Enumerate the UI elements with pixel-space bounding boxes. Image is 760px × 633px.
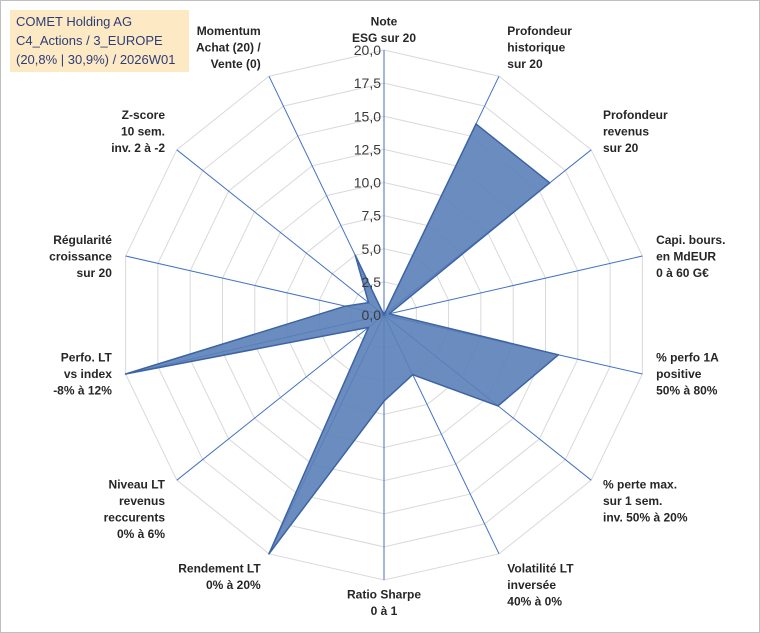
data-point-6 [411, 373, 414, 376]
axis-spoke-3 [383, 255, 643, 316]
axis-label-1-line-0: Profondeur [507, 24, 572, 38]
axis-label-8-line-1: 0% à 20% [206, 578, 261, 592]
chart-title-line-1: COMET Holding AG [16, 14, 133, 29]
data-point-3 [388, 313, 391, 315]
axis-label-9-line-3: 0% à 6% [117, 527, 165, 541]
data-point-2 [548, 182, 551, 184]
data-point-9 [367, 326, 370, 329]
tick-label-2: 5,0 [362, 241, 382, 257]
axis-label-12-line-0: Z-score [122, 108, 166, 122]
axis-label-11-line-1: croissance [49, 249, 112, 263]
axis-label-8-line-0: Rendement LT [178, 561, 261, 575]
axis-label-12: Z-score 10 sem. inv. 2 à -2 [111, 108, 165, 155]
axis-label-3-line-1: en MdEUR [656, 249, 716, 263]
data-point-4 [557, 354, 560, 356]
data-point-10 [124, 373, 127, 375]
axis-label-3-line-0: Capi. bours. [656, 233, 725, 247]
axis-label-4-line-1: positive [656, 367, 702, 381]
data-point-1 [475, 123, 477, 125]
data-point-13 [354, 254, 357, 257]
axis-label-10-line-1: vs index [64, 367, 112, 381]
axis-label-7: Ratio Sharpe 0 à 1 [347, 588, 421, 619]
chart-title-box: COMET Holding AG C4_Actions / 3_EUROPE (… [10, 10, 189, 72]
axis-label-6-line-0: Volatilité LT [507, 561, 574, 575]
axis-label-8: Rendement LT 0% à 20% [178, 561, 261, 592]
tick-label-7: 17,5 [354, 75, 381, 91]
axis-label-9: Niveau LT revenus reccurents 0% à 6% [104, 478, 166, 542]
tick-label-8: 20,0 [354, 42, 381, 58]
chart-title-line-2: C4_Actions / 3_EUROPE [16, 33, 163, 48]
axis-label-7-line-1: 0 à 1 [371, 604, 398, 618]
axis-label-5-line-0: % perte max. [603, 478, 677, 492]
chart-title-line-3: (20,8% | 30,9%) / 2026W01 [16, 52, 176, 67]
tick-label-6: 15,0 [354, 108, 381, 124]
axis-label-13-line-0: Momentum [197, 24, 261, 38]
axis-label-2-line-2: sur 20 [603, 141, 639, 155]
axis-label-4: % perfo 1A positive 50% à 80% [656, 351, 719, 398]
data-point-7 [383, 400, 385, 402]
axis-label-5-line-1: sur 1 sem. [603, 494, 662, 508]
data-point-5 [497, 405, 499, 407]
axis-label-10: Perfo. LT vs index -8% à 12% [53, 351, 112, 398]
axis-label-1-line-1: historique [507, 41, 565, 55]
axis-label-10-line-0: Perfo. LT [61, 351, 113, 365]
axis-label-1-line-2: sur 20 [507, 57, 543, 71]
axis-label-10-line-2: -8% à 12% [53, 384, 112, 398]
axis-label-13-line-2: Vente (0) [211, 57, 261, 71]
axis-label-6-line-2: 40% à 0% [507, 594, 562, 608]
axis-label-13-line-1: Achat (20) / [196, 41, 261, 55]
axis-label-7-line-0: Ratio Sharpe [347, 588, 421, 602]
tick-label-5: 12,5 [354, 141, 381, 157]
data-point-12 [367, 301, 370, 304]
axis-label-2-line-0: Profondeur [603, 108, 668, 122]
axis-label-3-line-2: 0 à 60 G€ [656, 266, 709, 280]
tick-label-4: 10,0 [354, 175, 381, 191]
axis-label-11-line-2: sur 20 [77, 266, 113, 280]
axis-label-9-line-0: Niveau LT [109, 478, 166, 492]
data-point-11 [344, 305, 347, 308]
axis-label-2-line-1: revenus [603, 124, 649, 138]
axis-label-13: Momentum Achat (20) / Vente (0) [196, 24, 261, 71]
axis-label-4-line-2: 50% à 80% [656, 384, 718, 398]
data-point-8 [268, 553, 270, 555]
axis-label-2: Profondeur revenus sur 20 [603, 108, 668, 155]
axis-label-3: Capi. bours. en MdEUR 0 à 60 G€ [656, 233, 725, 280]
tick-label-3: 7,5 [362, 208, 382, 224]
axis-label-1: Profondeur historique sur 20 [507, 24, 572, 71]
axis-label-4-line-0: % perfo 1A [656, 351, 719, 365]
axis-label-12-line-1: 10 sem. [121, 124, 165, 138]
axis-spoke-12 [176, 149, 385, 316]
tick-label-1: 2,5 [362, 274, 382, 290]
axis-spoke-9 [176, 314, 385, 481]
axis-label-5-line-2: inv. 50% à 20% [603, 511, 688, 525]
axis-label-0-line-0: Note [371, 15, 398, 29]
axis-spoke-11 [125, 255, 385, 316]
axis-label-11: Régularité croissance sur 20 [49, 233, 112, 280]
axis-label-11-line-0: Régularité [53, 233, 112, 247]
axis-label-0: Note ESG sur 20 [352, 15, 416, 46]
axis-label-9-line-1: revenus [119, 494, 165, 508]
data-point-0 [383, 314, 385, 316]
axis-label-9-line-2: reccurents [104, 511, 166, 525]
axis-label-6-line-1: inversée [507, 578, 556, 592]
axis-label-5: % perte max. sur 1 sem. inv. 50% à 20% [603, 478, 688, 525]
axis-label-6: Volatilité LT inversée 40% à 0% [507, 561, 574, 608]
axis-label-12-line-2: inv. 2 à -2 [111, 141, 165, 155]
axis-label-0-line-1: ESG sur 20 [352, 31, 416, 45]
tick-label-0: 0,0 [362, 307, 382, 323]
